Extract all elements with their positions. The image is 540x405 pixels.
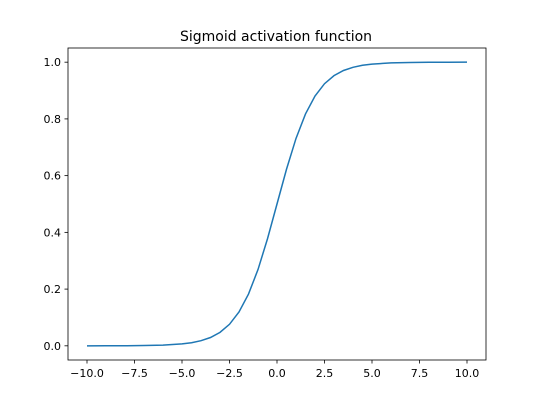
y-tick-label: 0.4 — [44, 226, 62, 239]
y-tick-label: 1.0 — [44, 56, 62, 69]
y-tick-label: 0.6 — [44, 170, 62, 183]
x-tick-label: −7.5 — [121, 367, 148, 380]
x-tick-label: 7.5 — [411, 367, 429, 380]
y-tick-label: 0.0 — [44, 340, 62, 353]
x-tick-label: 2.5 — [316, 367, 334, 380]
x-axis: −10.0 −7.5 −5.0 −2.5 0.0 2.5 5.0 7.5 10.0 — [70, 360, 479, 380]
x-tick-label: −5.0 — [169, 367, 196, 380]
x-tick-label: −10.0 — [70, 367, 104, 380]
x-tick-label: 5.0 — [363, 367, 381, 380]
y-tick-label: 0.8 — [44, 113, 62, 126]
y-axis: 0.0 0.2 0.4 0.6 0.8 1.0 — [44, 56, 68, 353]
x-tick-label: −2.5 — [216, 367, 243, 380]
series-layer — [86, 61, 468, 347]
chart-title: Sigmoid activation function — [180, 29, 372, 45]
x-tick-label: 10.0 — [455, 367, 480, 380]
series-line-0 — [86, 61, 468, 347]
y-tick-label: 0.2 — [44, 283, 62, 296]
x-tick-label: 0.0 — [268, 367, 286, 380]
